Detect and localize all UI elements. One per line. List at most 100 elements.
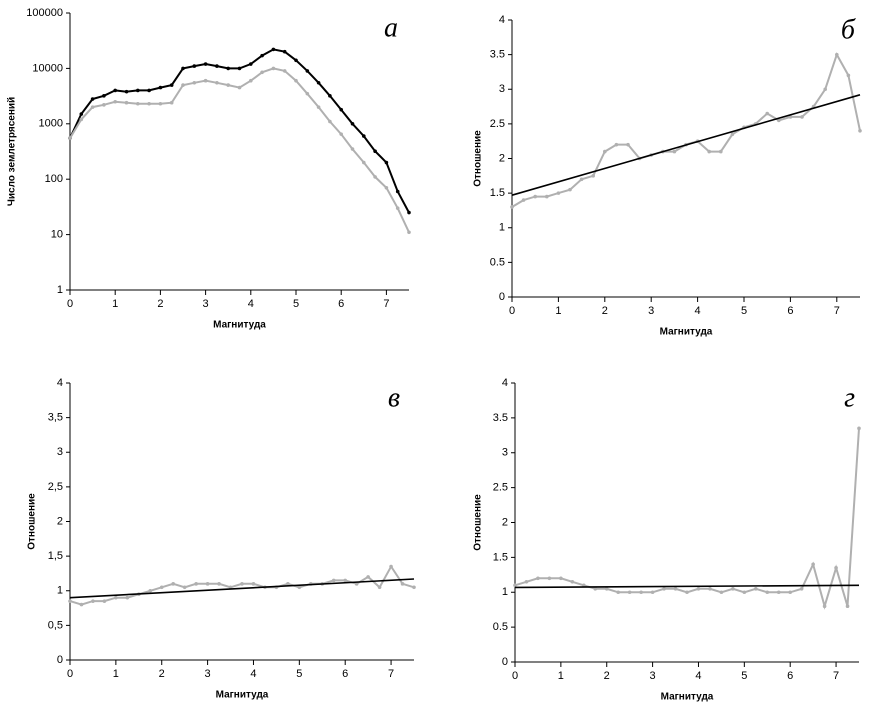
y-tick-label: 3,5 (48, 412, 63, 424)
point (251, 582, 256, 586)
point (169, 100, 174, 105)
panel-letter: б (841, 14, 856, 45)
point (362, 160, 366, 165)
point (707, 149, 711, 154)
x-tick-label: 5 (296, 668, 302, 680)
x-tick-label: 0 (67, 668, 73, 680)
x-tick-label: 2 (157, 298, 163, 310)
point (672, 149, 677, 154)
point (215, 64, 219, 68)
x-tick-label: 3 (205, 668, 211, 680)
point (513, 583, 517, 588)
x-tick-label: 1 (112, 298, 118, 310)
point (68, 599, 72, 603)
point (194, 582, 198, 586)
point (158, 85, 163, 90)
point (226, 66, 230, 71)
x-tick-label: 1 (113, 668, 119, 680)
point (136, 88, 140, 93)
point (800, 115, 804, 119)
point (91, 599, 95, 603)
point (858, 129, 862, 133)
y-tick-label: 4 (502, 377, 508, 389)
y-tick-label: 2.5 (493, 482, 508, 494)
trend-line (69, 578, 415, 599)
point (708, 586, 712, 591)
y-tick-label: 4 (57, 377, 63, 389)
point (350, 147, 355, 151)
x-tick-label: 0 (512, 670, 518, 682)
point (524, 579, 529, 584)
y-tick-label: 2 (499, 152, 505, 164)
panel-letter: г (844, 382, 855, 413)
point (102, 599, 107, 603)
point (286, 582, 290, 586)
point (203, 62, 208, 66)
x-axis-label: Магнитуда (660, 327, 713, 338)
y-tick-label: 0.5 (493, 621, 508, 633)
point (384, 185, 389, 190)
y-tick-label: 1000 (39, 118, 63, 130)
point (521, 198, 526, 202)
trend-line (511, 94, 861, 196)
point (226, 83, 230, 87)
point (730, 132, 735, 137)
point (181, 66, 185, 71)
point (159, 585, 164, 590)
x-axis-label: Магнитуда (216, 690, 269, 701)
point (297, 585, 302, 590)
point (835, 52, 839, 57)
x-tick-label: 4 (695, 670, 701, 682)
point (616, 590, 620, 595)
point (754, 586, 758, 591)
point (389, 564, 393, 569)
x-tick-label: 4 (248, 298, 254, 310)
point (182, 585, 187, 590)
point (545, 194, 549, 199)
y-tick-label: 1.5 (493, 551, 508, 563)
point (811, 562, 815, 567)
point (846, 73, 851, 78)
point (626, 142, 630, 147)
point (533, 194, 537, 199)
point (339, 132, 344, 136)
point (102, 94, 106, 98)
point (547, 576, 552, 581)
y-tick-label: 0.5 (490, 256, 505, 268)
point (719, 590, 724, 595)
point (282, 49, 287, 54)
point (136, 101, 140, 106)
series-line (514, 428, 860, 610)
y-axis-label: Отношение (27, 493, 38, 550)
y-tick-label: 3.5 (493, 412, 508, 424)
point (294, 78, 298, 83)
point (215, 80, 219, 85)
y-tick-label: 0 (499, 291, 505, 303)
point (395, 206, 400, 210)
point (114, 595, 118, 600)
y-tick-label: 100 (45, 173, 63, 185)
point (124, 100, 129, 105)
point (834, 566, 838, 570)
x-tick-label: 7 (833, 670, 839, 682)
point (536, 576, 540, 581)
x-tick-label: 1 (558, 670, 564, 682)
point (79, 112, 84, 116)
y-tick-label: 2 (57, 515, 63, 527)
point (331, 578, 336, 583)
y-tick-label: 1 (57, 284, 63, 296)
point (249, 62, 253, 66)
x-axis-label: Магнитуда (213, 320, 266, 331)
y-tick-label: 1.5 (490, 187, 505, 199)
y-tick-label: 1 (499, 222, 505, 234)
x-tick-label: 0 (509, 305, 515, 317)
point (412, 585, 416, 590)
x-tick-label: 2 (159, 668, 165, 680)
point (639, 590, 643, 595)
point (776, 590, 781, 595)
point (237, 66, 242, 71)
x-tick-label: 6 (338, 298, 344, 310)
point (169, 83, 174, 87)
x-tick-label: 6 (787, 305, 793, 317)
